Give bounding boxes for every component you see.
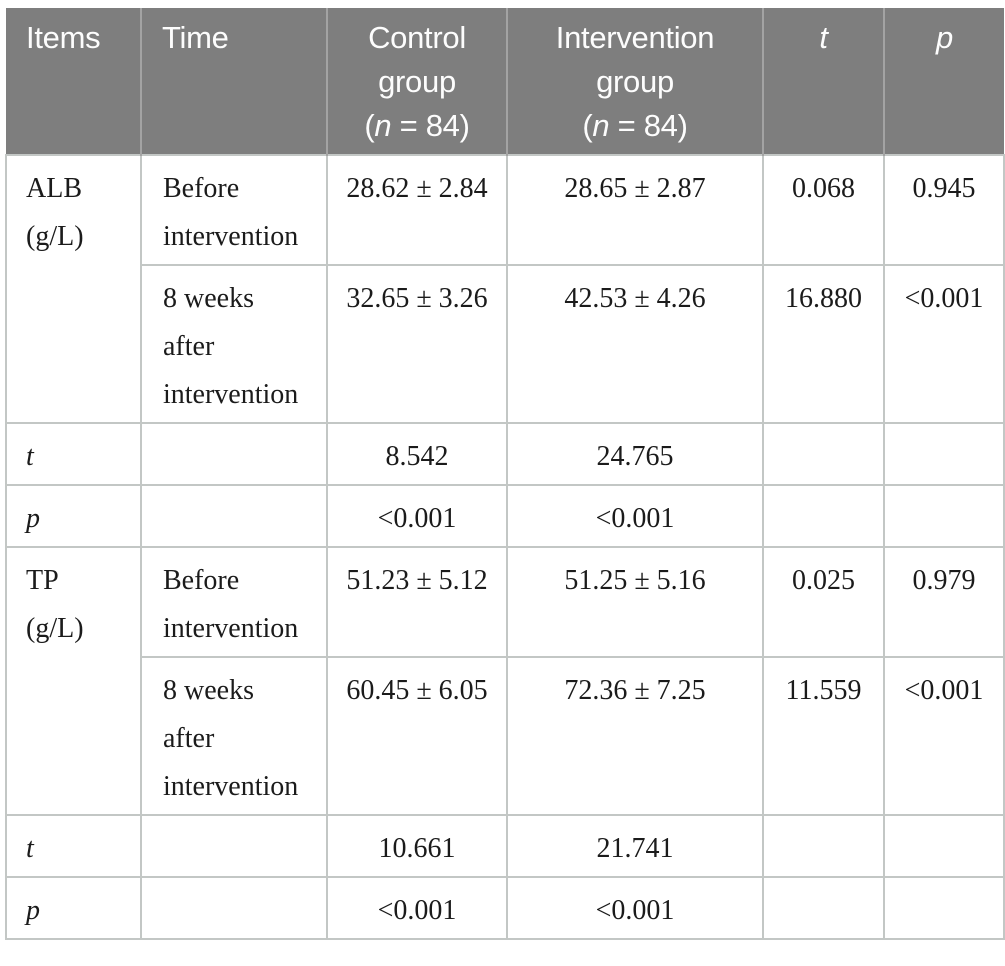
control-group-label: Control group xyxy=(368,20,466,99)
control-group-n: (n = 84) xyxy=(334,104,500,148)
control-stat-cell: 8.542 xyxy=(326,422,508,486)
results-table: Items Time Control group (n = 84) Interv… xyxy=(5,8,1005,940)
time-cell: 8 weeks after intervention xyxy=(140,264,328,424)
item-cell-alb: ALB (g/L) xyxy=(5,154,142,424)
intervention-group-n: (n = 84) xyxy=(514,104,756,148)
empty-cell xyxy=(140,422,328,486)
t-value-cell: 16.880 xyxy=(762,264,885,424)
t-value-cell: 0.068 xyxy=(762,154,885,266)
control-stat-cell: 10.661 xyxy=(326,814,508,878)
empty-cell xyxy=(762,814,885,878)
n-symbol: n xyxy=(592,108,610,143)
table-row-tp-8weeks: 8 weeks after intervention 60.45 ± 6.05 … xyxy=(6,656,1005,816)
table-row-alb-before: ALB (g/L) Before intervention 28.62 ± 2.… xyxy=(5,154,1005,424)
stat-row-t-tp: t 10.661 21.741 xyxy=(5,814,1005,878)
empty-cell xyxy=(883,876,1005,940)
time-line: intervention xyxy=(163,771,299,802)
col-header-time: Time xyxy=(140,8,327,155)
intervention-stat-cell: <0.001 xyxy=(506,484,764,548)
n-symbol: n xyxy=(374,108,392,143)
n-value: = 84) xyxy=(391,108,470,143)
empty-cell xyxy=(883,814,1005,878)
p-value-cell: 0.979 xyxy=(883,546,1005,658)
stat-label-cell: t xyxy=(5,814,142,878)
item-code: ALB xyxy=(26,173,82,204)
item-unit: (g/L) xyxy=(26,221,84,252)
col-header-items: Items xyxy=(6,8,141,155)
table-row-tp-before: TP (g/L) Before intervention 51.23 ± 5.1… xyxy=(5,546,1005,816)
time-line: intervention xyxy=(163,379,299,410)
control-value-cell: 51.23 ± 5.12 xyxy=(326,546,508,658)
col-header-t: t xyxy=(762,8,884,155)
time-line: intervention xyxy=(163,221,299,252)
stat-row-p-alb: p <0.001 <0.001 xyxy=(5,484,1005,548)
time-line: after xyxy=(163,723,215,754)
control-value-cell: 28.62 ± 2.84 xyxy=(326,154,508,266)
intervention-value-cell: 28.65 ± 2.87 xyxy=(506,154,764,266)
control-stat-cell: <0.001 xyxy=(326,876,508,940)
empty-cell xyxy=(140,484,328,548)
paren-open: ( xyxy=(364,108,375,143)
time-cell: 8 weeks after intervention xyxy=(140,656,328,816)
empty-cell xyxy=(140,814,328,878)
time-line: 8 weeks xyxy=(163,283,254,314)
intervention-value-cell: 51.25 ± 5.16 xyxy=(506,546,764,658)
stat-label-cell: p xyxy=(5,484,142,548)
table-row-alb-8weeks: 8 weeks after intervention 32.65 ± 3.26 … xyxy=(6,264,1005,424)
stat-row-t-alb: t 8.542 24.765 xyxy=(5,422,1005,486)
time-line: after xyxy=(163,331,215,362)
time-cell: Before intervention xyxy=(140,546,328,658)
stat-label-cell: p xyxy=(5,876,142,940)
t-value-cell: 0.025 xyxy=(762,546,885,658)
empty-cell xyxy=(762,422,885,486)
header-row: Items Time Control group (n = 84) Interv… xyxy=(6,8,1004,155)
control-value-cell: 60.45 ± 6.05 xyxy=(326,656,508,816)
stat-row-p-tp: p <0.001 <0.001 xyxy=(5,876,1005,940)
col-header-intervention-group: Intervention group (n = 84) xyxy=(506,8,763,155)
intervention-stat-cell: 24.765 xyxy=(506,422,764,486)
time-cell: Before intervention xyxy=(140,154,328,266)
empty-cell xyxy=(883,484,1005,548)
t-value-cell: 11.559 xyxy=(762,656,885,816)
time-line: 8 weeks xyxy=(163,675,254,706)
empty-cell xyxy=(883,422,1005,486)
intervention-value-cell: 72.36 ± 7.25 xyxy=(506,656,764,816)
p-value-cell: 0.945 xyxy=(883,154,1005,266)
empty-cell xyxy=(762,484,885,548)
control-value-cell: 32.65 ± 3.26 xyxy=(326,264,508,424)
item-cell-tp: TP (g/L) xyxy=(5,546,142,816)
intervention-stat-cell: <0.001 xyxy=(506,876,764,940)
p-value-cell: <0.001 xyxy=(883,264,1005,424)
paren-open: ( xyxy=(582,108,593,143)
time-line: intervention xyxy=(163,613,299,644)
stat-label-cell: t xyxy=(5,422,142,486)
col-header-control-group: Control group (n = 84) xyxy=(326,8,507,155)
p-value-cell: <0.001 xyxy=(883,656,1005,816)
col-header-time-label: Time xyxy=(162,20,229,55)
empty-cell xyxy=(140,876,328,940)
time-line: Before xyxy=(163,565,240,596)
time-line: Before xyxy=(163,173,240,204)
item-unit: (g/L) xyxy=(26,613,84,644)
n-value: = 84) xyxy=(609,108,688,143)
control-stat-cell: <0.001 xyxy=(326,484,508,548)
intervention-group-label: Intervention group xyxy=(555,20,715,99)
intervention-stat-cell: 21.741 xyxy=(506,814,764,878)
intervention-value-cell: 42.53 ± 4.26 xyxy=(506,264,764,424)
empty-cell xyxy=(762,876,885,940)
item-code: TP xyxy=(26,565,59,596)
col-header-p: p xyxy=(883,8,1004,155)
col-header-items-label: Items xyxy=(26,20,101,55)
